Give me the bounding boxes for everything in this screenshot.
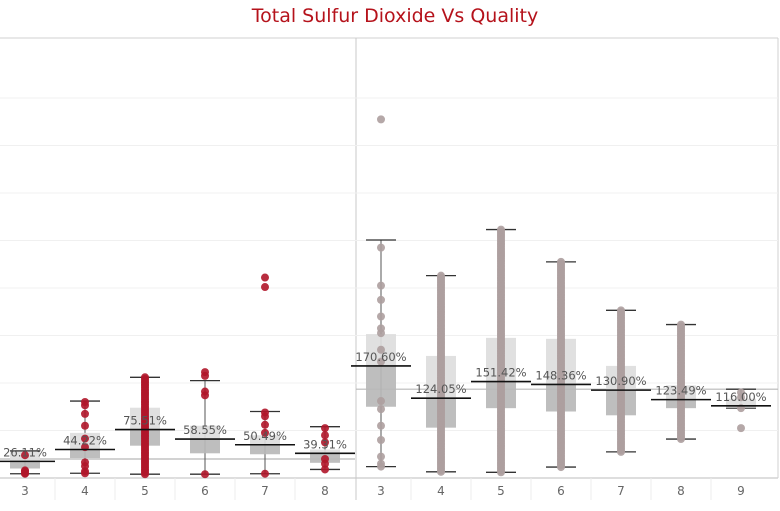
median-label: 116.00% bbox=[715, 390, 766, 404]
data-point bbox=[377, 295, 385, 304]
x-tick-label: 7 bbox=[261, 484, 269, 498]
data-point bbox=[261, 273, 269, 282]
x-tick-label: 5 bbox=[497, 484, 505, 498]
data-point bbox=[261, 408, 269, 417]
data-point bbox=[321, 455, 329, 463]
data-point bbox=[377, 357, 385, 366]
data-point bbox=[81, 398, 89, 406]
data-point bbox=[737, 388, 745, 397]
x-tick-label: 9 bbox=[737, 484, 745, 498]
median-label: 151.42% bbox=[475, 366, 526, 380]
data-point bbox=[437, 271, 445, 280]
box-lower bbox=[10, 461, 40, 469]
x-tick-label: 6 bbox=[557, 484, 565, 498]
data-point bbox=[377, 452, 385, 461]
data-point bbox=[377, 324, 385, 333]
data-point bbox=[557, 257, 565, 266]
data-point bbox=[377, 312, 385, 321]
chart-frame bbox=[0, 37, 779, 500]
chart-marks: 26.11% 3 44.22% 4 75.51% 5 58.55% 6 50.49% 7 39.31… bbox=[0, 115, 778, 498]
x-tick-label: 6 bbox=[201, 484, 209, 498]
median-label: 26.11% bbox=[3, 445, 47, 459]
data-point bbox=[81, 458, 89, 467]
median-label: 123.49% bbox=[655, 384, 706, 398]
median-label: 39.31% bbox=[303, 437, 347, 451]
data-point bbox=[377, 459, 385, 468]
data-point bbox=[81, 421, 89, 430]
data-point bbox=[201, 391, 209, 400]
box-lower bbox=[70, 449, 100, 459]
data-point bbox=[261, 469, 269, 478]
data-point bbox=[261, 428, 269, 437]
data-point bbox=[201, 470, 209, 479]
x-tick-label: 7 bbox=[617, 484, 625, 498]
data-point bbox=[21, 451, 29, 460]
chart-title: Total Sulfur Dioxide Vs Quality bbox=[251, 5, 539, 27]
data-point bbox=[377, 243, 385, 252]
data-point bbox=[261, 420, 269, 429]
data-point bbox=[377, 115, 385, 124]
median-label: 170.60% bbox=[355, 350, 406, 364]
x-tick-label: 3 bbox=[377, 484, 385, 498]
box-upper bbox=[310, 449, 340, 454]
data-point bbox=[377, 405, 385, 414]
data-point bbox=[737, 424, 745, 433]
median-label: 58.55% bbox=[183, 423, 227, 437]
data-point bbox=[21, 466, 29, 475]
median-label: 44.22% bbox=[63, 434, 107, 448]
box-upper bbox=[190, 425, 220, 440]
median-label: 130.90% bbox=[595, 374, 646, 388]
data-point bbox=[321, 431, 329, 440]
box-lower bbox=[250, 444, 280, 455]
x-tick-label: 4 bbox=[437, 484, 445, 498]
x-tick-label: 8 bbox=[321, 484, 329, 498]
data-point bbox=[617, 306, 625, 315]
x-tick-label: 5 bbox=[141, 484, 149, 498]
median-label: 75.51% bbox=[123, 414, 167, 428]
data-point bbox=[321, 438, 329, 447]
median-label: 124.05% bbox=[415, 382, 466, 396]
data-point bbox=[321, 465, 329, 474]
data-point bbox=[497, 225, 505, 234]
data-point bbox=[141, 373, 149, 382]
data-point bbox=[321, 424, 329, 433]
box-upper bbox=[250, 435, 280, 445]
x-tick-label: 8 bbox=[677, 484, 685, 498]
data-point bbox=[377, 436, 385, 444]
box-upper bbox=[726, 398, 756, 406]
data-point bbox=[377, 345, 385, 354]
median-label: 50.49% bbox=[243, 429, 287, 443]
median-label: 148.36% bbox=[535, 368, 586, 382]
data-point bbox=[377, 281, 385, 290]
data-point bbox=[677, 320, 685, 329]
x-tick-label: 4 bbox=[81, 484, 89, 498]
box-lower bbox=[190, 439, 220, 454]
data-point bbox=[377, 397, 385, 406]
x-tick-label: 3 bbox=[21, 484, 29, 498]
data-point bbox=[81, 409, 89, 418]
data-point bbox=[377, 421, 385, 430]
data-point bbox=[201, 368, 209, 377]
data-point bbox=[81, 434, 89, 443]
data-point bbox=[261, 283, 269, 292]
